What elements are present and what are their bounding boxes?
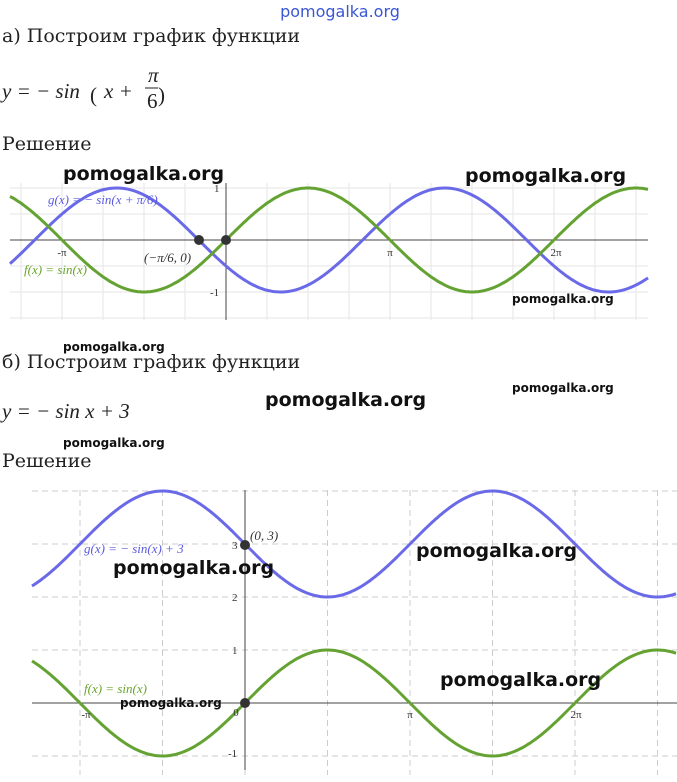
watermark: pomogalka.org: [512, 381, 614, 395]
x-tick-label: 2π: [570, 709, 582, 721]
watermark: pomogalka.org: [63, 436, 165, 450]
curve: [31, 489, 677, 599]
paren: ): [158, 83, 165, 107]
solution-label: Решение: [2, 450, 92, 472]
watermark: pomogalka.org: [113, 557, 274, 579]
point: [221, 235, 231, 245]
watermark: pomogalka.org: [512, 292, 614, 306]
point-label: (−π/6, 0): [144, 250, 191, 265]
g-label: g(x) = − sin(x + π/6): [48, 192, 158, 207]
graph-b-grid: [32, 490, 677, 775]
watermark: pomogalka.org: [280, 2, 400, 21]
y-tick-label: -1: [228, 748, 237, 760]
curves: [8, 186, 677, 758]
curve: [9, 186, 649, 294]
watermark: pomogalka.org: [416, 540, 577, 562]
denominator: 6: [147, 89, 158, 113]
x-tick-label: π: [387, 247, 393, 259]
heading: б) Построим график функции: [2, 351, 300, 373]
y-tick-label: 1: [214, 183, 220, 195]
g-label: g(x) = − sin(x) + 3: [84, 541, 184, 556]
point-label: (0, 3): [250, 528, 278, 543]
x-tick-label: -π: [57, 247, 67, 259]
x-tick-label: π: [407, 709, 413, 721]
watermark: pomogalka.org: [440, 669, 601, 691]
watermark: pomogalka.org: [120, 696, 222, 710]
formula: y = − sin: [0, 79, 80, 103]
formula: x +: [103, 79, 133, 103]
x-tick-label: 2π: [550, 247, 562, 259]
watermark: pomogalka.org: [63, 163, 224, 185]
f-label: f(x) = sin(x): [24, 262, 87, 277]
y-tick-label: 2: [232, 592, 238, 604]
watermark: pomogalka.org: [465, 165, 626, 187]
solution-label: Решение: [2, 133, 92, 155]
y-tick-label: 3: [232, 540, 238, 552]
point: [240, 698, 250, 708]
f-label: f(x) = sin(x): [84, 681, 147, 696]
y-tick-label: 1: [232, 645, 238, 657]
x-tick-label: -π: [81, 709, 91, 721]
heading: а) Построим график функции: [2, 25, 300, 47]
watermark: pomogalka.org: [63, 340, 165, 354]
y-tick-label: -1: [210, 287, 219, 299]
numerator: π: [148, 63, 159, 87]
curve: [8, 186, 649, 294]
point: [240, 540, 250, 550]
formula: y = − sin x + 3: [0, 399, 130, 423]
x-tick-label: 0: [233, 707, 239, 719]
watermark: pomogalka.org: [265, 389, 426, 411]
point: [194, 235, 204, 245]
paren: (: [90, 83, 97, 107]
curve: [31, 648, 677, 758]
